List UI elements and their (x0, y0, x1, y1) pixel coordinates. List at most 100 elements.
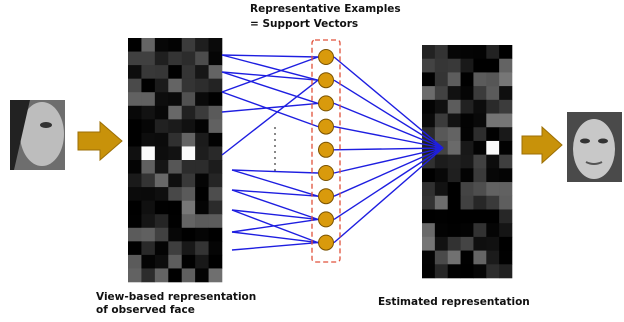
grid-cell (422, 182, 435, 196)
grid-cell (435, 155, 448, 169)
grid-cell (195, 38, 209, 52)
grid-cell (499, 251, 512, 265)
grid-cell (195, 79, 209, 93)
grid-cell (209, 79, 223, 93)
grid-cell (486, 141, 499, 155)
grid-cell (168, 214, 182, 228)
grid-cell (168, 133, 182, 147)
grid-cell (182, 92, 196, 106)
grid-cell (422, 114, 435, 128)
grid-cell (155, 268, 169, 282)
grid-cell (473, 59, 486, 73)
grid-cell (195, 106, 209, 120)
grid-cell (422, 196, 435, 210)
grid-cell (141, 201, 155, 215)
grid-cell (155, 228, 169, 242)
grid-cell (499, 141, 512, 155)
grid-cell (435, 45, 448, 59)
grid-cell (486, 86, 499, 100)
link (232, 170, 318, 196)
grid-cell (461, 168, 474, 182)
grid-cell (209, 228, 223, 242)
grid-cell (461, 155, 474, 169)
grid-cell (155, 52, 169, 66)
grid-cell (435, 182, 448, 196)
grid-cell (155, 119, 169, 133)
grid-cell (473, 223, 486, 237)
input-face (10, 100, 65, 170)
grid-cell (486, 155, 499, 169)
grid-cell (155, 241, 169, 255)
grid-cell (155, 174, 169, 188)
grid-cell (141, 255, 155, 269)
grid-cell (155, 79, 169, 93)
grid-cell (448, 182, 461, 196)
grid-cell (195, 160, 209, 174)
grid-cell (473, 72, 486, 86)
grid-cell (473, 141, 486, 155)
grid-cell (209, 106, 223, 120)
grid-cell (448, 209, 461, 223)
grid-cell (435, 209, 448, 223)
grid-cell (448, 251, 461, 265)
grid-cell (182, 38, 196, 52)
grid-cell (141, 119, 155, 133)
grid-cell (499, 196, 512, 210)
grid-cell (473, 155, 486, 169)
grid-cell (195, 92, 209, 106)
link (222, 55, 318, 57)
grid-cell (448, 196, 461, 210)
link (232, 219, 318, 232)
grid-cell (448, 141, 461, 155)
grid-cell (141, 187, 155, 201)
output-arrow (522, 127, 562, 163)
grid-cell (486, 251, 499, 265)
grid-cell (461, 223, 474, 237)
grid-cell (435, 223, 448, 237)
grid-cell (168, 187, 182, 201)
grid-cell (435, 196, 448, 210)
grid-cell (155, 146, 169, 160)
grid-cell (422, 237, 435, 251)
grid-cell (435, 168, 448, 182)
grid-cell (182, 255, 196, 269)
grid-cell (168, 92, 182, 106)
grid-cell (155, 201, 169, 215)
grid-cell (195, 214, 209, 228)
grid-cell (435, 114, 448, 128)
grid-cell (473, 196, 486, 210)
grid-cell (499, 86, 512, 100)
grid-cell (448, 114, 461, 128)
grid-cell (209, 187, 223, 201)
grid-cell (486, 45, 499, 59)
grid-cell (448, 168, 461, 182)
grid-cell (461, 251, 474, 265)
grid-cell (461, 141, 474, 155)
grid-cell (461, 209, 474, 223)
grid-cell (168, 160, 182, 174)
grid-cell (155, 187, 169, 201)
grid-cell (499, 45, 512, 59)
grid-cell (155, 38, 169, 52)
grid-cell (448, 223, 461, 237)
grid-cell (461, 182, 474, 196)
grid-cell (486, 223, 499, 237)
grid-cell (128, 52, 142, 66)
link (222, 92, 318, 127)
grid-cell (209, 241, 223, 255)
grid-cell (195, 228, 209, 242)
grid-cell (473, 237, 486, 251)
grid-cell (155, 133, 169, 147)
grid-cell (461, 237, 474, 251)
grid-cell (461, 264, 474, 278)
grid-cell (141, 268, 155, 282)
grid-cell (168, 146, 182, 160)
grid-cell (486, 114, 499, 128)
grid-cell (435, 100, 448, 114)
grid-cell (128, 79, 142, 93)
grid-cell (209, 268, 223, 282)
grid-cell (128, 38, 142, 52)
grid-cell (195, 241, 209, 255)
grid-cell (168, 241, 182, 255)
grid-cell (155, 92, 169, 106)
